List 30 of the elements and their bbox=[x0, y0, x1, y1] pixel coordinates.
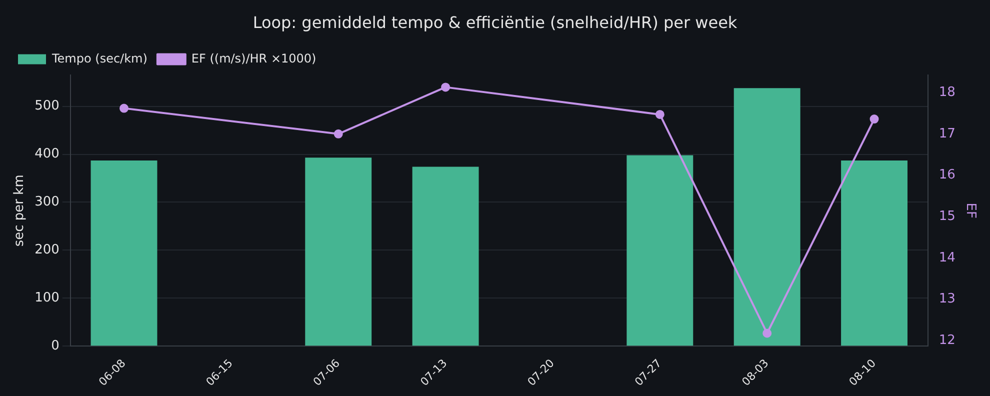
y-tick-label: 500 bbox=[34, 98, 60, 114]
bar bbox=[626, 155, 694, 346]
y-tick-label: 400 bbox=[34, 146, 60, 162]
y2-tick-label: 16 bbox=[938, 168, 956, 183]
bar bbox=[841, 160, 908, 346]
y2-tick-label: 13 bbox=[938, 292, 956, 307]
point bbox=[334, 129, 343, 138]
point bbox=[762, 328, 772, 338]
y2-tick-label: 12 bbox=[938, 333, 956, 348]
bar bbox=[734, 88, 800, 346]
y-tick-label: 0 bbox=[51, 338, 60, 354]
point bbox=[655, 110, 664, 119]
legend-label: Tempo (sec/km) bbox=[51, 51, 148, 66]
y2-axis-title: EF bbox=[962, 202, 978, 218]
point bbox=[441, 82, 450, 92]
y-tick-label: 300 bbox=[34, 194, 60, 210]
bar bbox=[305, 158, 372, 346]
y-axis-title: sec per km bbox=[12, 174, 28, 247]
y2-tick-label: 15 bbox=[938, 209, 956, 224]
legend-label: EF ((m/s)/HR ×1000) bbox=[191, 51, 316, 66]
y-tick-label: 200 bbox=[34, 242, 60, 258]
y2-tick-label: 18 bbox=[938, 84, 956, 100]
bar bbox=[90, 160, 158, 346]
y2-tick-label: 17 bbox=[938, 126, 956, 142]
y2-tick-label: 14 bbox=[938, 250, 956, 266]
point bbox=[120, 104, 129, 113]
bar bbox=[412, 166, 479, 346]
chart-title: Loop: gemiddeld tempo & efficiëntie (snelheid/HR) per week bbox=[252, 12, 738, 32]
point bbox=[870, 114, 879, 124]
y-tick-label: 100 bbox=[34, 290, 60, 306]
